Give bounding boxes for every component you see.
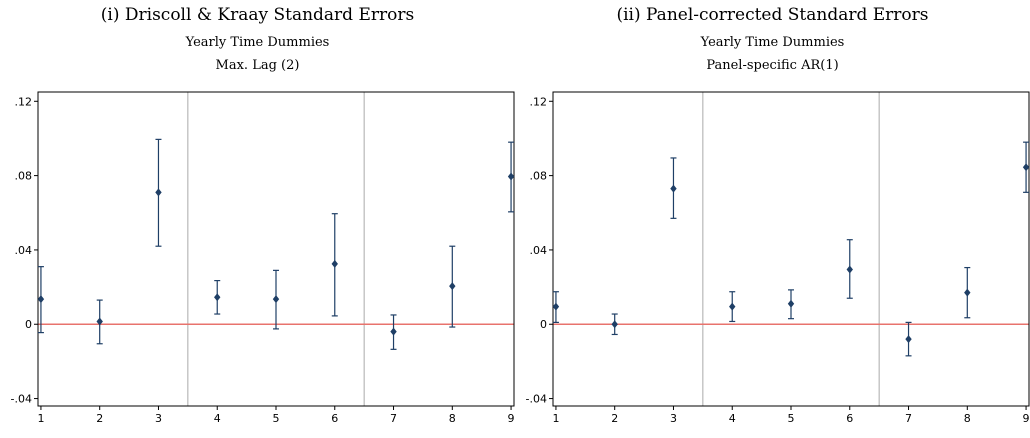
point-estimate-marker [729,302,736,311]
point-estimate-marker [552,302,560,311]
chart-plot-area: .12 .08 .04 0 -.04 1 2 3 4 5 6 7 8 9 [526,91,1030,425]
error-bar-group [390,314,397,350]
error-bar-group [846,239,853,299]
chart-subtitle-2: Max. Lag (2) [215,58,300,73]
point-estimate-marker [331,259,338,268]
plot-frame [552,91,1030,407]
y-tick-label: .04 [15,244,33,257]
point-estimate-marker [846,265,853,274]
chart-subtitle-1: Yearly Time Dummies [700,35,845,50]
point-estimate-marker [611,320,618,329]
error-bar-group [611,313,618,336]
x-tick-label: 1 [37,412,44,425]
x-tick-label: 7 [905,412,912,425]
chart-title: (i) Driscoll & Kraay Standard Errors [100,5,415,25]
x-tick-label: 7 [390,412,397,425]
x-tick-label: 2 [611,412,618,425]
error-bar-group [214,279,221,315]
point-estimate-marker [787,299,795,308]
error-bar-group [964,266,971,319]
chart-panel-driscoll-kraay: (i) Driscoll & Kraay Standard Errors Yea… [11,5,515,425]
x-tick-label: 3 [155,412,162,425]
error-bar-group [449,245,456,328]
chart-subtitle-2: Panel-specific AR(1) [706,58,839,73]
point-estimate-marker [37,295,45,304]
error-bar-group [331,213,338,317]
y-tick-label: -.04 [526,393,547,406]
error-bar-group [729,291,736,323]
y-tick-label: 0 [540,318,547,331]
error-bar-group [905,321,912,357]
chart-subtitle-1: Yearly Time Dummies [185,35,330,50]
x-tick-label: 6 [846,412,853,425]
y-tick-label: .12 [15,95,33,108]
point-estimate-marker [272,295,280,304]
x-tick-label: 5 [273,412,280,425]
point-estimate-marker [670,184,677,193]
error-bar-group [155,138,162,247]
error-bar-group [670,157,677,219]
error-bar-group [787,289,795,320]
point-estimate-marker [449,282,456,291]
point-estimate-marker [964,288,971,297]
error-bar-group [96,299,103,345]
x-tick-label: 5 [788,412,795,425]
x-tick-label: 9 [1023,412,1030,425]
chart-panel-panel-corrected: (ii) Panel-corrected Standard Errors Yea… [515,0,1030,438]
point-estimate-marker [155,188,162,197]
x-tick-label: 8 [964,412,971,425]
error-bar-group [507,141,515,213]
x-tick-label: 1 [552,412,559,425]
error-bar-group [1022,141,1030,193]
error-bar-group [552,291,560,323]
y-tick-label: .04 [530,244,548,257]
y-tick-label: 0 [25,318,32,331]
x-tick-label: 8 [449,412,456,425]
x-tick-label: 4 [729,412,736,425]
point-estimate-marker [214,293,221,302]
point-estimate-marker [507,172,515,181]
x-tick-label: 9 [508,412,515,425]
y-tick-label: .08 [530,170,548,183]
x-tick-label: 4 [214,412,221,425]
chart-title: (ii) Panel-corrected Standard Errors [616,5,929,25]
plot-frame [37,91,515,407]
y-tick-label: .12 [530,95,548,108]
point-estimate-marker [905,335,912,344]
point-estimate-marker [390,327,397,336]
x-tick-label: 2 [96,412,103,425]
point-estimate-marker [96,317,103,326]
point-estimate-marker [1022,163,1030,172]
x-tick-label: 6 [331,412,338,425]
y-tick-label: -.04 [11,393,32,406]
error-bar-group [272,269,280,330]
x-tick-label: 3 [670,412,677,425]
error-bar-group [37,266,45,334]
y-tick-label: .08 [15,170,33,183]
chart-plot-area: .12 .08 .04 0 -.04 1 2 3 4 5 6 7 8 9 [11,91,515,425]
